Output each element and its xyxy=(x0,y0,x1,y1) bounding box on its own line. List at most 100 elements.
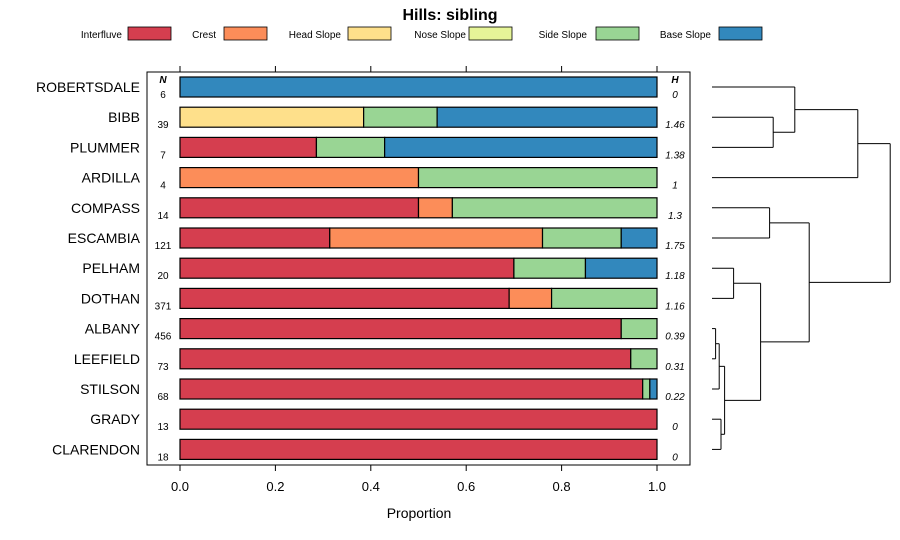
row-n-value: 6 xyxy=(160,90,166,101)
row-n-value: 18 xyxy=(157,452,169,463)
x-tick-label: 1.0 xyxy=(648,479,666,494)
x-tick-label: 0.0 xyxy=(171,479,189,494)
bar-segment-interfluve xyxy=(179,318,622,340)
row-plummer: PLUMMER 7 1.38 xyxy=(70,136,685,161)
chart-title: Hills: sibling xyxy=(402,7,497,24)
row-escambia: ESCAMBIA 121 1.75 xyxy=(68,227,685,252)
bar-segment-side-slope xyxy=(513,257,587,279)
legend-label-2: Head Slope xyxy=(289,30,342,41)
bar-segment-crest xyxy=(179,167,420,189)
row-label: ALBANY xyxy=(85,321,141,337)
dendrogram xyxy=(712,86,891,450)
row-label: ESCAMBIA xyxy=(68,230,141,246)
row-label: PELHAM xyxy=(82,260,140,276)
legend-swatch-0 xyxy=(127,26,172,41)
row-label: ARDILLA xyxy=(82,170,141,186)
row-h-value: 1.75 xyxy=(665,241,685,252)
row-label: CLARENDON xyxy=(52,441,140,457)
row-label: ROBERTSDALE xyxy=(36,79,140,95)
n-header: N xyxy=(159,75,167,86)
legend-label-4: Side Slope xyxy=(539,30,588,41)
bar-segment-interfluve xyxy=(179,257,515,279)
row-h-value: 1 xyxy=(672,181,678,192)
bar-segment-interfluve xyxy=(179,136,318,158)
row-bibb: BIBB 39 1.46 xyxy=(108,106,685,131)
row-n-value: 121 xyxy=(155,241,172,252)
row-albany: ALBANY 456 0.39 xyxy=(85,318,685,343)
x-tick-label: 0.8 xyxy=(553,479,571,494)
bar-segment-side-slope xyxy=(541,227,622,249)
row-clarendon: CLARENDON 18 0 xyxy=(52,438,678,463)
bar-segment-side-slope xyxy=(315,136,386,158)
row-h-value: 0.39 xyxy=(665,332,685,343)
row-n-value: 13 xyxy=(157,422,169,433)
row-compass: COMPASS 14 1.3 xyxy=(71,197,682,222)
row-n-value: 371 xyxy=(155,301,172,312)
bar-segment-side-slope xyxy=(642,378,651,400)
bar-segment-interfluve xyxy=(179,438,658,460)
row-stilson: STILSON 68 0.22 xyxy=(80,378,685,403)
plot-frame xyxy=(146,71,691,466)
row-h-value: 0 xyxy=(672,422,678,433)
row-ardilla: ARDILLA 4 1 xyxy=(82,167,678,192)
row-label: BIBB xyxy=(108,109,140,125)
row-robertsdale: ROBERTSDALE 6 0 xyxy=(36,76,678,101)
bar-segment-side-slope xyxy=(417,167,658,189)
row-label: DOTHAN xyxy=(81,290,140,306)
row-n-value: 20 xyxy=(157,271,169,282)
row-h-value: 1.3 xyxy=(668,211,682,222)
bar-segment-base-slope xyxy=(584,257,658,279)
row-pelham: PELHAM 20 1.18 xyxy=(82,257,685,282)
legend-label-0: Interfluve xyxy=(81,30,123,41)
bar-segment-base-slope xyxy=(384,136,658,158)
x-axis-label: Proportion xyxy=(387,505,452,521)
row-n-value: 68 xyxy=(157,392,169,403)
row-label: GRADY xyxy=(90,411,140,427)
row-n-value: 7 xyxy=(160,150,166,161)
bar-segment-crest xyxy=(508,287,553,309)
row-h-value: 1.46 xyxy=(665,120,685,131)
bar-segment-crest xyxy=(329,227,544,249)
bar-segment-base-slope xyxy=(649,378,658,400)
bar-segment-side-slope xyxy=(620,318,658,340)
x-tick-label: 0.2 xyxy=(266,479,284,494)
row-n-value: 456 xyxy=(155,332,172,343)
bar-segment-head-slope xyxy=(179,106,365,128)
row-h-value: 1.18 xyxy=(665,271,685,282)
bar-segment-base-slope xyxy=(436,106,658,128)
x-tick-label: 0.6 xyxy=(457,479,475,494)
bar-segment-interfluve xyxy=(179,348,632,370)
row-n-value: 4 xyxy=(160,181,166,192)
legend-label-3: Nose Slope xyxy=(414,30,466,41)
rows: ROBERTSDALE 6 0 BIBB 39 1.46 PLUMMER 7 1.38 ARDIL… xyxy=(36,76,685,463)
legend-label-5: Base Slope xyxy=(660,30,712,41)
legend-swatch-5 xyxy=(718,26,763,41)
legend: Interfluve Crest Head Slope Nose Slope Side … xyxy=(81,26,763,41)
row-grady: GRADY 13 0 xyxy=(90,408,678,433)
row-n-value: 73 xyxy=(157,362,169,373)
bar-segment-side-slope xyxy=(363,106,438,128)
row-dothan: DOTHAN 371 1.16 xyxy=(81,287,685,312)
row-h-value: 0.22 xyxy=(665,392,685,403)
bar-segment-side-slope xyxy=(550,287,658,309)
bar-segment-interfluve xyxy=(179,287,510,309)
legend-swatch-1 xyxy=(223,26,268,41)
bar-segment-side-slope xyxy=(630,348,658,370)
bar-segment-crest xyxy=(417,197,453,219)
row-h-value: 0 xyxy=(672,90,678,101)
row-label: PLUMMER xyxy=(70,139,140,155)
row-label: LEEFIELD xyxy=(74,351,140,367)
legend-label-1: Crest xyxy=(192,30,216,41)
bar-segment-base-slope xyxy=(620,227,658,249)
bar-segment-interfluve xyxy=(179,378,644,400)
bar-segment-interfluve xyxy=(179,408,658,430)
row-h-value: 1.38 xyxy=(665,150,685,161)
row-h-value: 0.31 xyxy=(665,362,684,373)
bar-segment-base-slope xyxy=(179,76,658,98)
bar-segment-side-slope xyxy=(451,197,658,219)
row-label: COMPASS xyxy=(71,200,140,216)
x-tick-label: 0.4 xyxy=(362,479,380,494)
x-axis: 0.0 0.2 0.4 0.6 0.8 1.0 xyxy=(171,66,666,494)
h-header: H xyxy=(671,75,679,86)
row-n-value: 14 xyxy=(157,211,169,222)
